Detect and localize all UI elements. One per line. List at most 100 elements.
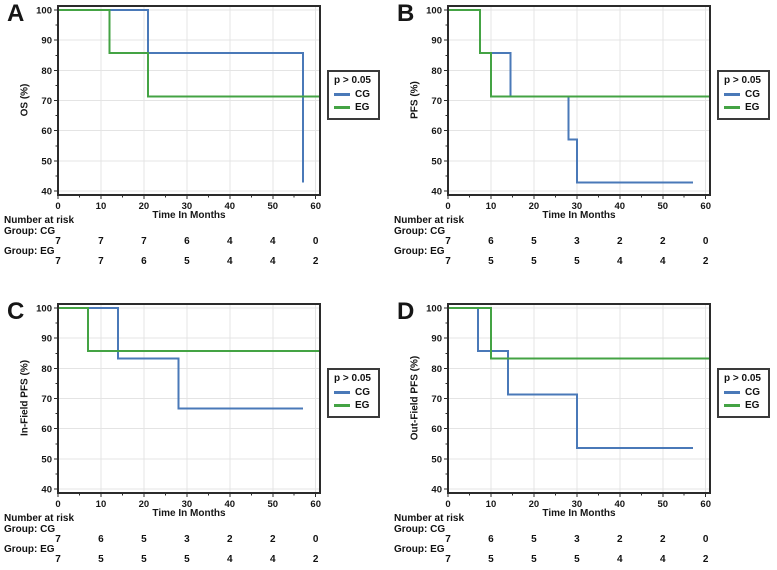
y-tick-label: 90 [41,334,52,345]
risk-group-eg-label: Group: EG [4,246,55,257]
x-axis-label: Time In Months [542,508,616,519]
risk-count: 5 [488,554,494,565]
km-plot-B: 0 10 20 30 40 50 60 40 50 60 70 80 90 100 [426,5,711,212]
risk-table-header: Number at risk [394,513,465,524]
panel-letter-B: B [397,0,415,27]
risk-count: 0 [312,236,319,247]
eg-survival-curve [448,307,710,360]
x-tick-label: 30 [572,499,583,510]
panel-C-inner: C In-Field PFS (%) 0 10 20 30 40 50 60 40 50 60 70… [0,298,390,570]
y-tick-label: 70 [431,96,442,107]
x-tick-label: 40 [225,201,236,212]
x-tick-label: 30 [182,201,193,212]
y-tick-label: 60 [41,126,52,137]
risk-count: 5 [531,236,537,247]
y-tick-label: 40 [431,187,442,198]
risk-count: 5 [531,534,537,545]
x-axis-label: Time In Months [542,210,616,221]
risk-count: 7 [445,256,451,267]
risk-group-eg-label: Group: EG [4,544,55,555]
p-value-label: p > 0.05 [334,75,371,86]
risk-count: 5 [98,554,104,565]
risk-group-cg-label: Group: CG [4,524,56,535]
legend-item-cg: CG [334,88,371,101]
risk-count: 3 [184,534,190,545]
risk-count: 4 [617,256,623,267]
risk-count: 2 [617,534,623,545]
risk-count: 2 [702,256,709,267]
y-tick-label: 40 [431,485,442,496]
risk-counts-eg: 7 5 5 5 4 4 2 [55,554,320,566]
x-tick-label: 10 [96,201,107,212]
y-tick-label: 80 [41,364,52,375]
risk-count: 2 [659,534,666,545]
risk-counts-eg: 7 5 5 5 4 4 2 [445,256,710,268]
risk-count: 4 [227,554,233,565]
risk-count: 0 [312,534,319,545]
risk-count: 7 [445,534,451,545]
y-tick-label: 70 [41,96,52,107]
risk-count: 7 [98,256,104,267]
risk-count: 5 [531,256,537,267]
risk-count: 7 [98,236,104,247]
legend-label-cg: CG [355,387,370,398]
risk-count: 7 [55,236,61,247]
y-tick-label: 50 [41,156,52,167]
legend-item-eg: EG [334,399,371,412]
legend-box: p > 0.05 CG EG [327,70,380,120]
panel-B-inner: B PFS (%) 0 10 20 30 40 50 60 40 50 60 70 80 90 100 T… [390,0,777,285]
y-tick-label: 60 [41,424,52,435]
x-tick-label: 30 [182,499,193,510]
km-plot-C: 0 10 20 30 40 50 60 40 50 60 70 80 90 100 [36,303,321,510]
panel-C: C In-Field PFS (%) 0 10 20 30 40 50 60 40 50 60 70… [0,285,390,570]
risk-count: 6 [488,534,494,545]
risk-table-header: Number at risk [4,513,75,524]
panel-B: B PFS (%) 0 10 20 30 40 50 60 40 50 60 70 80 90 100 T… [390,0,777,285]
p-value-label: p > 0.05 [724,373,761,384]
panel-letter-A: A [7,0,25,27]
eg-line-swatch [724,404,740,407]
eg-line-swatch [334,106,350,109]
risk-count: 4 [227,236,233,247]
risk-count: 3 [574,236,580,247]
km-plot-A: 0 10 20 30 40 50 60 40 50 60 70 80 90 100 [36,5,321,212]
risk-count: 5 [574,256,580,267]
risk-count: 6 [141,256,147,267]
y-tick-label: 60 [431,126,442,137]
legend-label-cg: CG [355,89,370,100]
legend-label-cg: CG [745,89,760,100]
risk-count: 6 [184,236,190,247]
eg-line-swatch [334,404,350,407]
x-tick-label: 50 [657,201,668,212]
risk-table-header: Number at risk [394,215,465,226]
risk-count: 7 [55,554,61,565]
risk-counts-eg: 7 5 5 5 4 4 2 [445,554,710,566]
cg-line-swatch [334,391,350,394]
x-tick-label: 60 [700,499,711,510]
panel-letter-C: C [7,298,25,325]
risk-count: 4 [269,256,276,267]
x-tick-label: 60 [310,499,321,510]
risk-group-cg-label: Group: CG [394,226,446,237]
risk-count: 5 [574,554,580,565]
risk-count: 4 [659,554,666,565]
legend-label-eg: EG [355,102,370,113]
legend-label-eg: EG [355,400,370,411]
x-tick-label: 60 [700,201,711,212]
y-tick-label: 90 [431,334,442,345]
x-tick-label: 40 [615,201,626,212]
y-tick-label: 100 [36,304,52,315]
risk-count: 7 [55,534,61,545]
risk-count: 5 [141,554,147,565]
y-tick-label: 80 [431,66,442,77]
risk-count: 7 [445,554,451,565]
risk-count: 2 [702,554,709,565]
y-tick-label: 90 [431,36,442,47]
p-value-label: p > 0.05 [334,373,371,384]
risk-count: 3 [574,534,580,545]
risk-count: 7 [445,236,451,247]
y-tick-label: 90 [41,36,52,47]
eg-survival-curve [58,9,320,98]
risk-count: 0 [702,236,709,247]
y-tick-label: 80 [41,66,52,77]
